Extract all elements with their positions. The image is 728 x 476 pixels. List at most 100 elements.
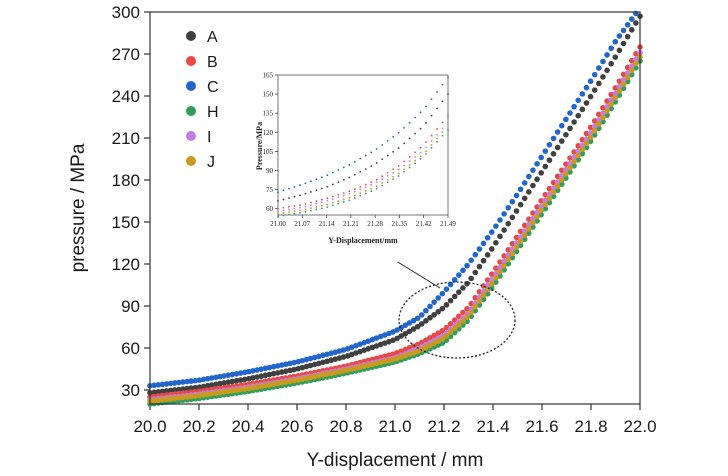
inset-data-point <box>419 111 422 114</box>
data-point <box>176 386 182 393</box>
inset-data-point <box>277 212 279 215</box>
data-point <box>612 90 619 97</box>
inset-data-point <box>425 121 427 124</box>
data-point <box>604 108 610 114</box>
data-point <box>497 217 503 223</box>
data-point <box>628 16 635 22</box>
inset-data-point <box>293 212 296 215</box>
data-point <box>538 170 544 176</box>
data-point <box>225 388 232 395</box>
inset-data-point <box>359 192 362 195</box>
data-point <box>538 198 544 204</box>
data-point <box>435 295 442 301</box>
data-point <box>439 327 446 334</box>
data-point <box>394 327 400 333</box>
data-point <box>600 58 606 65</box>
inset-series-c <box>277 76 449 193</box>
data-point <box>196 384 203 390</box>
y-tick-label: 90 <box>121 297 140 316</box>
inset-data-point <box>331 201 334 204</box>
inset-data-point <box>364 186 367 189</box>
data-point <box>427 315 433 321</box>
data-point <box>612 94 619 101</box>
inset-data-point <box>310 180 312 183</box>
inset-data-point <box>326 206 329 209</box>
inset-data-point <box>315 200 318 203</box>
inset-data-point <box>304 203 307 205</box>
data-point <box>480 240 487 247</box>
data-point <box>410 326 417 332</box>
data-point <box>620 27 627 34</box>
data-point <box>497 269 503 275</box>
inset-data-point <box>299 204 301 207</box>
legend-label-h: H <box>207 104 219 121</box>
x-tick-label: 21.0 <box>378 417 411 436</box>
data-point <box>427 303 433 310</box>
inset-data-point <box>375 178 378 181</box>
data-point <box>501 227 507 233</box>
inset-data-point <box>392 175 395 178</box>
inset-data-point <box>348 199 351 202</box>
data-point <box>509 214 516 221</box>
data-point <box>217 380 223 387</box>
data-point <box>414 315 421 322</box>
data-point <box>587 78 594 85</box>
inset-data-point <box>331 183 334 186</box>
data-point <box>414 323 421 330</box>
data-point <box>254 384 260 390</box>
inset-data-point <box>386 171 389 174</box>
data-point <box>398 333 404 339</box>
data-point <box>513 244 520 251</box>
data-point <box>546 141 553 148</box>
data-point <box>550 135 557 142</box>
data-point <box>488 246 495 252</box>
data-point <box>624 70 631 76</box>
data-point <box>229 378 236 385</box>
data-point <box>509 240 516 247</box>
data-point <box>526 216 532 222</box>
data-point <box>241 386 248 392</box>
data-point <box>501 253 507 259</box>
inset-data-point <box>408 166 411 169</box>
data-point <box>608 101 614 108</box>
data-point <box>575 152 582 159</box>
inset-data-point <box>381 184 384 187</box>
inset-y-tick-label: 60 <box>266 205 274 213</box>
inset-data-point <box>419 155 422 158</box>
data-point <box>505 256 512 263</box>
inset-data-point <box>375 162 378 164</box>
data-point <box>233 387 240 394</box>
data-point <box>460 318 466 324</box>
inset-data-point <box>288 206 290 208</box>
legend-label-c: C <box>207 79 219 96</box>
data-point <box>188 378 194 384</box>
x-tick-label: 22.0 <box>623 417 656 436</box>
inset-data-point <box>386 139 389 142</box>
inset-data-point <box>392 135 395 138</box>
inset-data-point <box>370 165 373 168</box>
inset-data-point <box>441 131 444 134</box>
data-point <box>505 220 512 227</box>
inset-data-point <box>441 83 444 86</box>
inset-data-point <box>320 198 323 201</box>
inset-y-tick-label: 105 <box>263 148 274 156</box>
inset-data-point <box>348 190 351 193</box>
inset-data-point <box>320 176 323 179</box>
data-point <box>431 299 437 305</box>
inset-data-point <box>414 159 416 162</box>
data-point <box>567 125 573 132</box>
data-point <box>517 228 524 235</box>
inset-data-point <box>293 207 296 210</box>
data-point <box>476 246 483 252</box>
data-point <box>167 396 174 402</box>
data-point <box>476 263 483 270</box>
inset-y-axis-title: Pressure/MPa <box>255 122 264 170</box>
inset-data-point <box>282 206 285 209</box>
data-point <box>208 390 215 397</box>
inset-series-a <box>277 93 449 202</box>
inset-data-point <box>430 143 433 146</box>
inset-data-point <box>359 188 362 191</box>
data-point <box>431 332 437 339</box>
inset-series-b <box>277 114 449 210</box>
data-point <box>427 335 433 341</box>
